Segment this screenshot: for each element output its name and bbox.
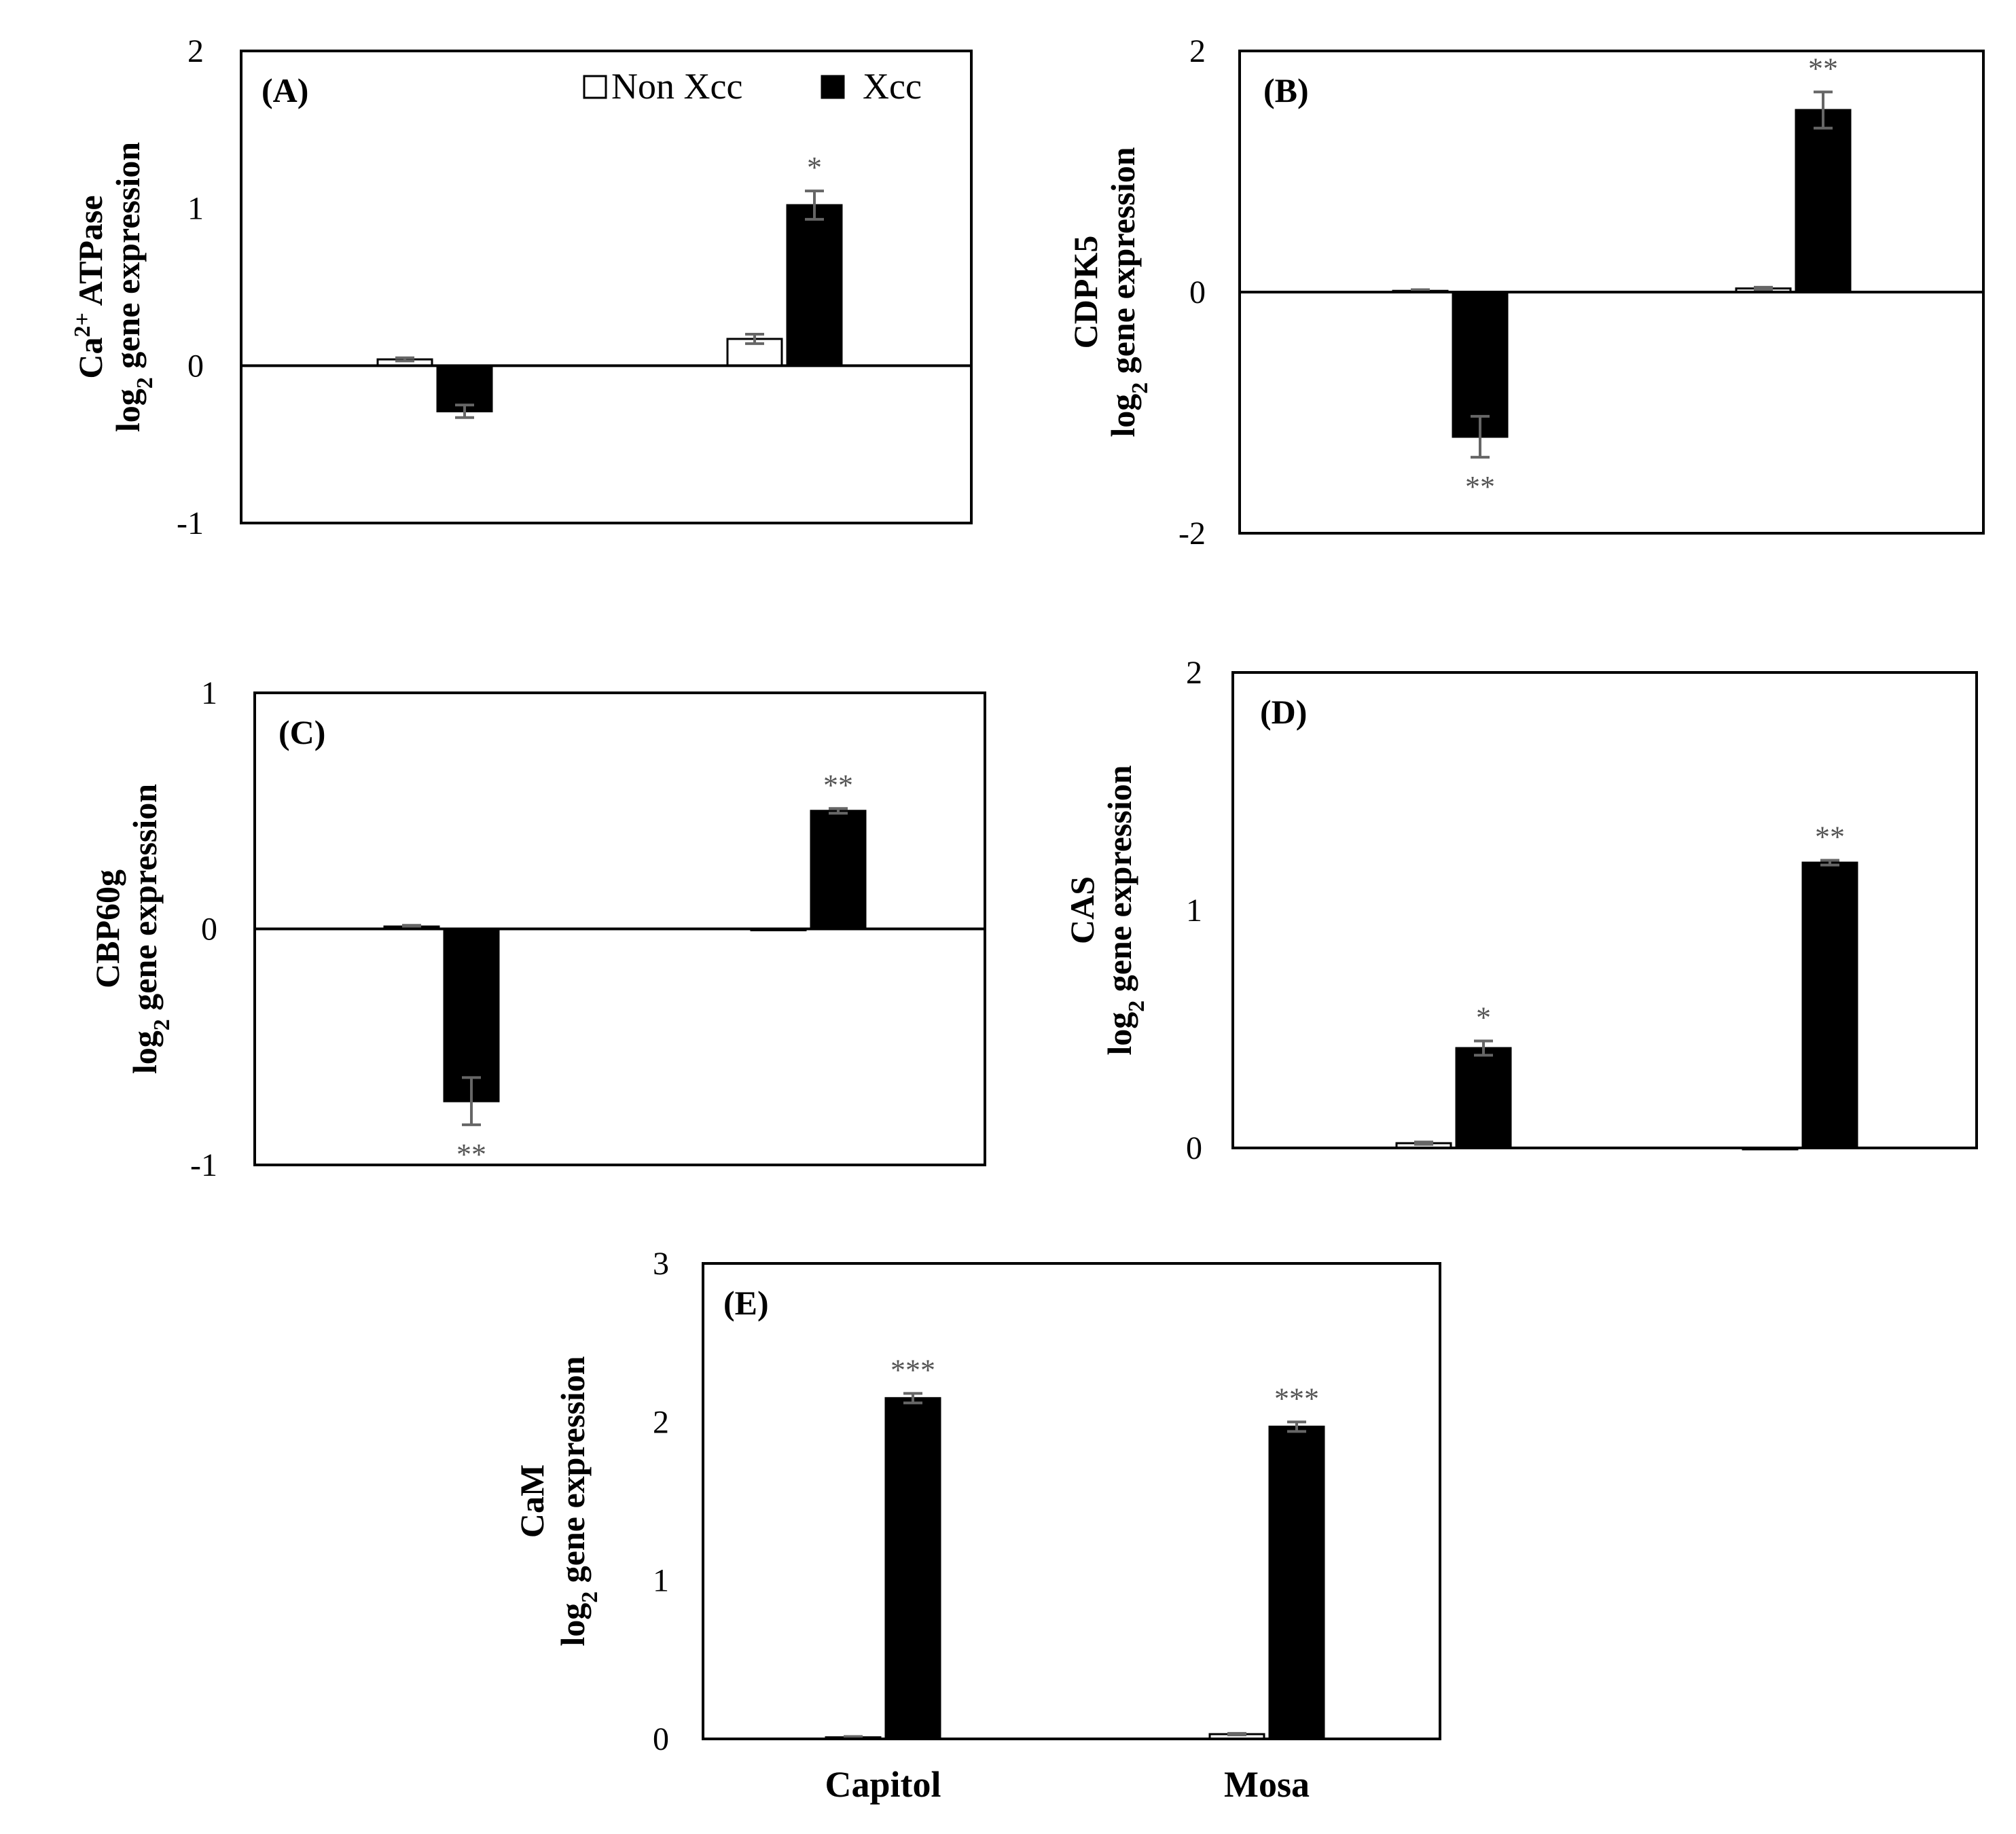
significance-marker: * (1476, 1001, 1491, 1035)
bar-xcc (1801, 861, 1858, 1149)
significance-marker: ** (1465, 470, 1495, 503)
y-tick-label: 1 (187, 191, 204, 227)
y-tick-label: 1 (201, 675, 217, 711)
panel-label: (E) (723, 1284, 769, 1322)
y-axis-expression-label: log2 gene expression (109, 142, 158, 432)
y-axis-gene-label: CaM (513, 1464, 551, 1538)
x-category-label: Mosa (1224, 1764, 1310, 1805)
y-tick-label: 2 (653, 1404, 669, 1440)
y-axis-gene-label: CBP60g (88, 869, 126, 988)
bar-xcc (1455, 1047, 1512, 1149)
bar-xcc (1268, 1425, 1325, 1740)
y-tick-label: 0 (1189, 274, 1206, 310)
y-tick-label: 0 (187, 348, 204, 384)
x-category-label: Capitol (825, 1764, 941, 1805)
y-axis-expression-label: log2 gene expression (554, 1356, 602, 1646)
significance-marker: ** (823, 768, 853, 802)
significance-marker: ** (1808, 52, 1838, 85)
y-tick-label: -2 (1178, 516, 1206, 552)
panel-label: (C) (278, 713, 325, 751)
y-tick-label: 0 (1186, 1130, 1202, 1166)
plot-frame (240, 50, 973, 524)
significance-marker: *** (890, 1353, 935, 1386)
panel-label: (A) (262, 71, 308, 109)
bar-xcc (810, 810, 867, 930)
legend-swatch-xcc (821, 75, 845, 99)
y-tick-label: -1 (190, 1147, 217, 1183)
plot-frame (702, 1262, 1441, 1740)
y-tick-label: 0 (201, 912, 217, 948)
y-tick-label: 0 (653, 1721, 669, 1757)
y-tick-label: 1 (1186, 893, 1202, 929)
y-axis-expression-label: log2 gene expression (126, 784, 175, 1074)
significance-marker: * (807, 151, 822, 184)
y-tick-label: 3 (653, 1246, 669, 1282)
bar-xcc (443, 928, 500, 1102)
bar-xcc (1795, 109, 1852, 293)
y-tick-label: 2 (187, 33, 204, 69)
legend-swatch-non-xcc (583, 75, 607, 99)
bar-xcc (884, 1397, 941, 1740)
y-axis-gene-label: CAS (1063, 876, 1101, 944)
panel-label: (B) (1263, 71, 1309, 109)
legend: Non Xcc Xcc (583, 66, 922, 107)
y-axis-gene-label: CDPK5 (1066, 236, 1104, 349)
significance-marker: *** (1274, 1382, 1319, 1415)
legend-label-non-xcc: Non Xcc (611, 66, 742, 107)
y-axis-expression-label: log2 gene expression (1100, 765, 1149, 1055)
y-tick-label: -1 (177, 505, 204, 541)
y-axis-expression-label: log2 gene expression (1104, 147, 1153, 437)
y-tick-label: 1 (653, 1563, 669, 1599)
panel-label: (D) (1260, 693, 1307, 731)
significance-marker: ** (1815, 821, 1845, 854)
y-tick-label: 2 (1186, 655, 1202, 691)
legend-label-xcc: Xcc (863, 66, 922, 107)
y-axis-gene-label: Ca2+ ATPase (70, 195, 110, 378)
bar-xcc (786, 204, 843, 367)
significance-marker: ** (456, 1138, 486, 1171)
plot-frame (1231, 671, 1978, 1149)
y-tick-label: 2 (1189, 33, 1206, 69)
